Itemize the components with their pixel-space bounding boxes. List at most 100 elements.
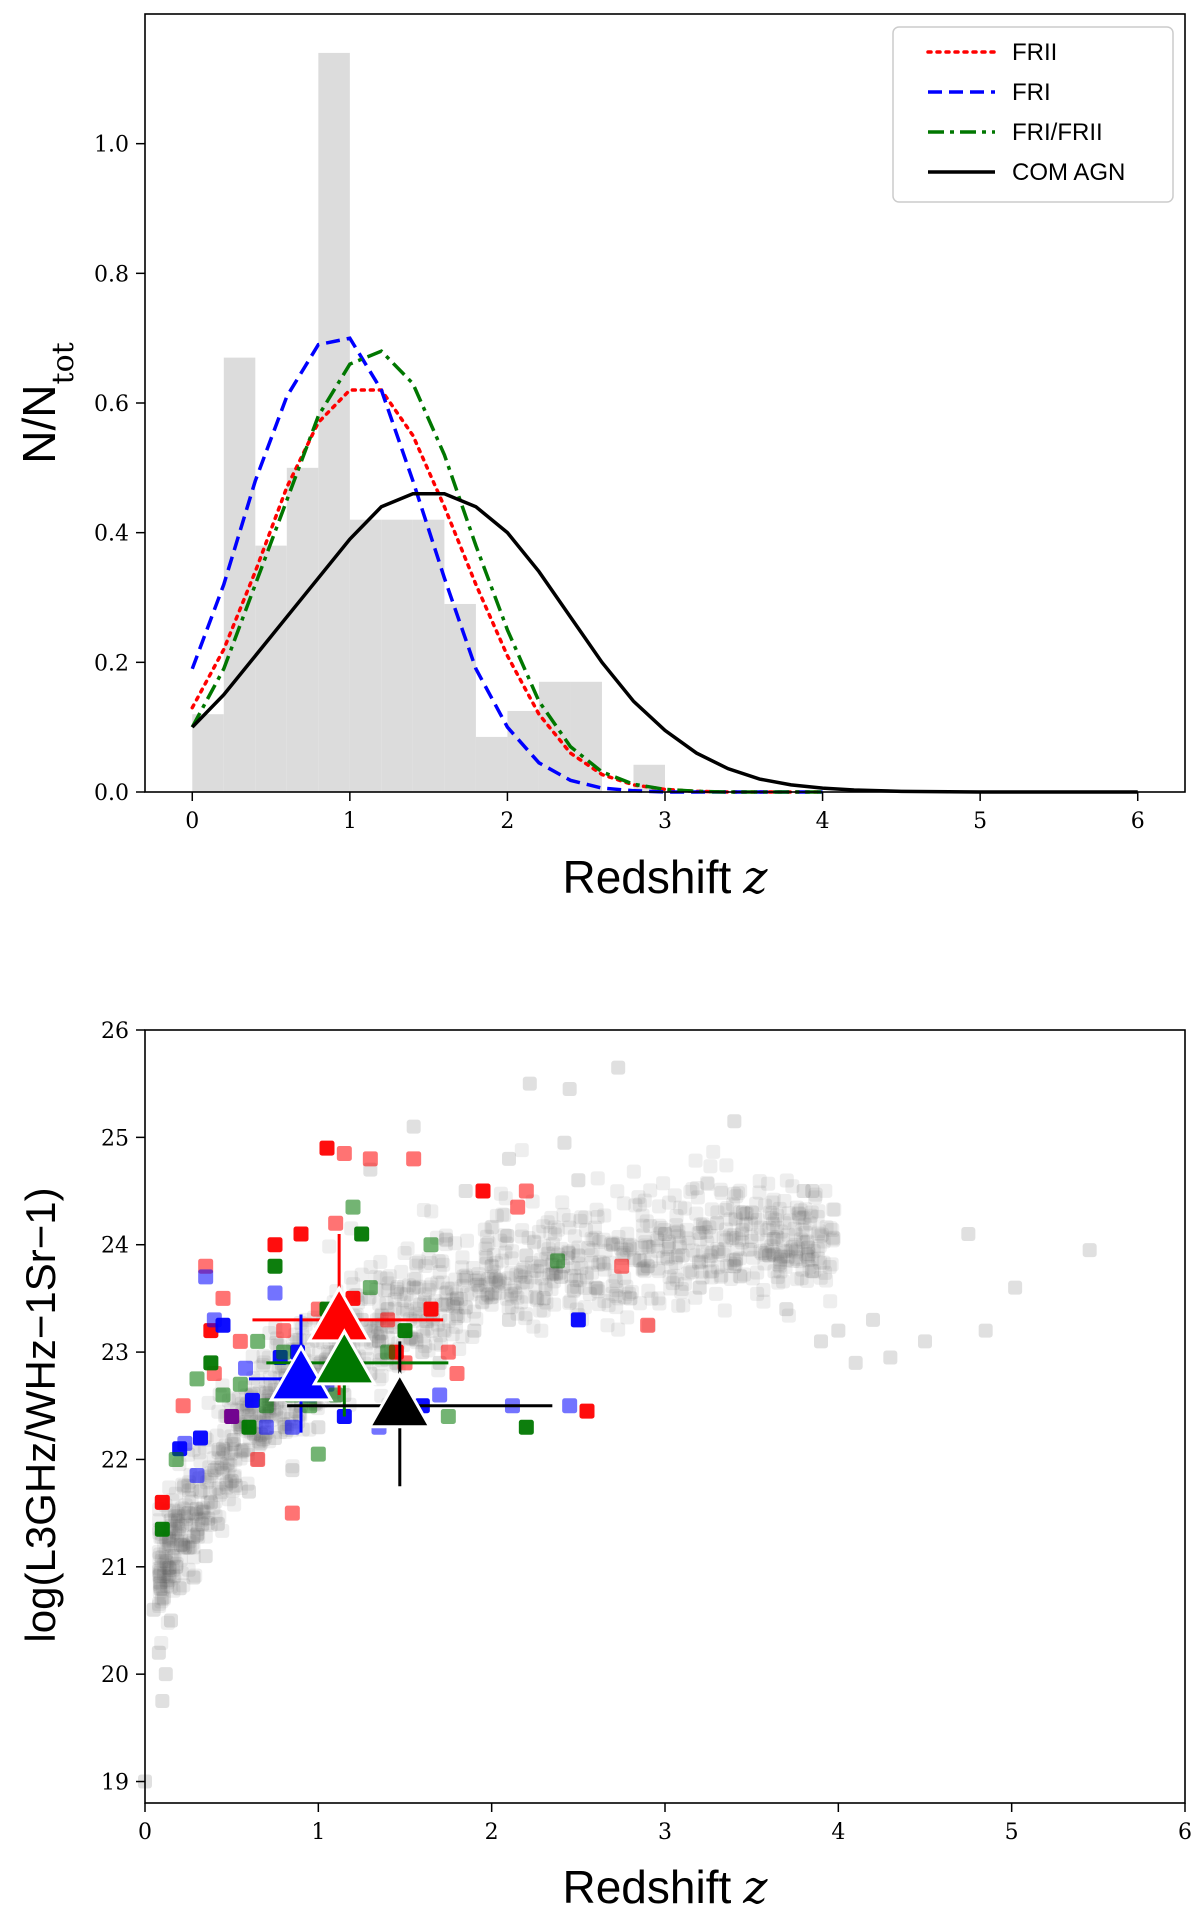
background-point — [606, 1237, 620, 1252]
background-point — [638, 1235, 653, 1250]
background-point — [800, 1248, 815, 1263]
background-point — [789, 1252, 804, 1267]
background-point — [421, 1282, 436, 1297]
background-point — [764, 1239, 779, 1254]
background-point — [368, 1319, 383, 1334]
background-point — [688, 1153, 703, 1168]
background-point — [158, 1667, 173, 1682]
background-point — [771, 1257, 786, 1272]
background-point — [177, 1539, 192, 1554]
background-point — [813, 1270, 828, 1285]
background-point — [789, 1244, 804, 1259]
background-point — [534, 1271, 549, 1286]
background-point — [718, 1203, 733, 1218]
background-point — [436, 1322, 451, 1337]
background-point — [409, 1335, 424, 1350]
background-point — [440, 1281, 455, 1296]
background-point — [169, 1559, 184, 1574]
mean-markers — [249, 1233, 553, 1487]
background-point — [610, 1236, 625, 1251]
background-point — [533, 1303, 548, 1318]
background-point — [635, 1218, 650, 1233]
background-point — [766, 1231, 781, 1246]
background-point — [817, 1265, 832, 1280]
point-fri-frii — [250, 1333, 266, 1349]
background-point — [200, 1495, 215, 1510]
x-tick-label: 5 — [1005, 1820, 1019, 1845]
background-point — [717, 1303, 732, 1318]
y-tick-label: 1.0 — [94, 133, 129, 158]
background-point — [703, 1249, 718, 1264]
point-fri-frii — [423, 1237, 439, 1253]
background-point — [716, 1247, 731, 1262]
background-point — [564, 1279, 579, 1294]
background-point — [781, 1308, 796, 1323]
background-point — [161, 1573, 176, 1588]
background-point — [669, 1250, 684, 1265]
background-point — [548, 1265, 563, 1280]
background-point — [824, 1257, 839, 1272]
background-point — [592, 1254, 607, 1269]
background-point — [788, 1238, 803, 1253]
background-point — [456, 1308, 471, 1323]
background-point — [259, 1386, 274, 1401]
background-point — [818, 1183, 833, 1198]
background-point — [224, 1437, 239, 1452]
background-point — [536, 1219, 551, 1234]
background-point — [770, 1208, 785, 1223]
x-tick-label: 2 — [485, 1820, 499, 1845]
background-point — [453, 1292, 468, 1307]
background-point — [656, 1176, 671, 1191]
background-point — [812, 1239, 827, 1254]
background-point — [211, 1442, 226, 1457]
background-point — [823, 1294, 838, 1309]
legend-label: FRI/FRII — [1012, 119, 1103, 146]
histogram-bar — [349, 519, 382, 792]
background-point — [491, 1275, 506, 1290]
background-point — [167, 1508, 182, 1523]
background-point — [614, 1241, 629, 1256]
background-point — [441, 1313, 456, 1328]
background-point — [262, 1434, 277, 1449]
background-point — [795, 1211, 810, 1226]
background-point — [816, 1234, 831, 1249]
background-point — [228, 1478, 243, 1493]
background-point — [556, 1207, 571, 1222]
background-point — [416, 1202, 431, 1217]
background-point — [681, 1266, 696, 1281]
background-point — [649, 1231, 664, 1246]
background-point — [671, 1298, 686, 1313]
background-point — [204, 1466, 219, 1481]
background-point — [694, 1254, 709, 1269]
background-point — [416, 1329, 431, 1344]
background-point — [382, 1269, 397, 1284]
background-point — [579, 1266, 594, 1281]
background-point — [524, 1270, 539, 1285]
background-point — [723, 1255, 738, 1270]
background-point — [451, 1309, 466, 1324]
background-point — [581, 1241, 596, 1256]
background-point — [164, 1613, 178, 1628]
background-point — [536, 1291, 551, 1306]
background-point — [709, 1286, 724, 1301]
background-point — [489, 1208, 504, 1223]
background-point — [409, 1281, 424, 1296]
background-point — [714, 1268, 729, 1283]
background-point — [215, 1460, 230, 1475]
background-point — [504, 1299, 519, 1314]
background-point — [533, 1252, 548, 1267]
background-point — [772, 1258, 787, 1273]
background-point — [710, 1205, 725, 1220]
background-point — [237, 1442, 252, 1457]
background-point — [769, 1230, 784, 1245]
background-point — [209, 1481, 224, 1496]
background-point — [381, 1276, 396, 1291]
background-point — [601, 1298, 616, 1313]
background-point — [625, 1239, 640, 1254]
background-point — [672, 1236, 687, 1251]
background-point — [805, 1264, 820, 1279]
background-point — [539, 1251, 554, 1266]
background-point — [685, 1243, 700, 1258]
background-point — [710, 1260, 725, 1275]
background-point — [436, 1257, 451, 1272]
